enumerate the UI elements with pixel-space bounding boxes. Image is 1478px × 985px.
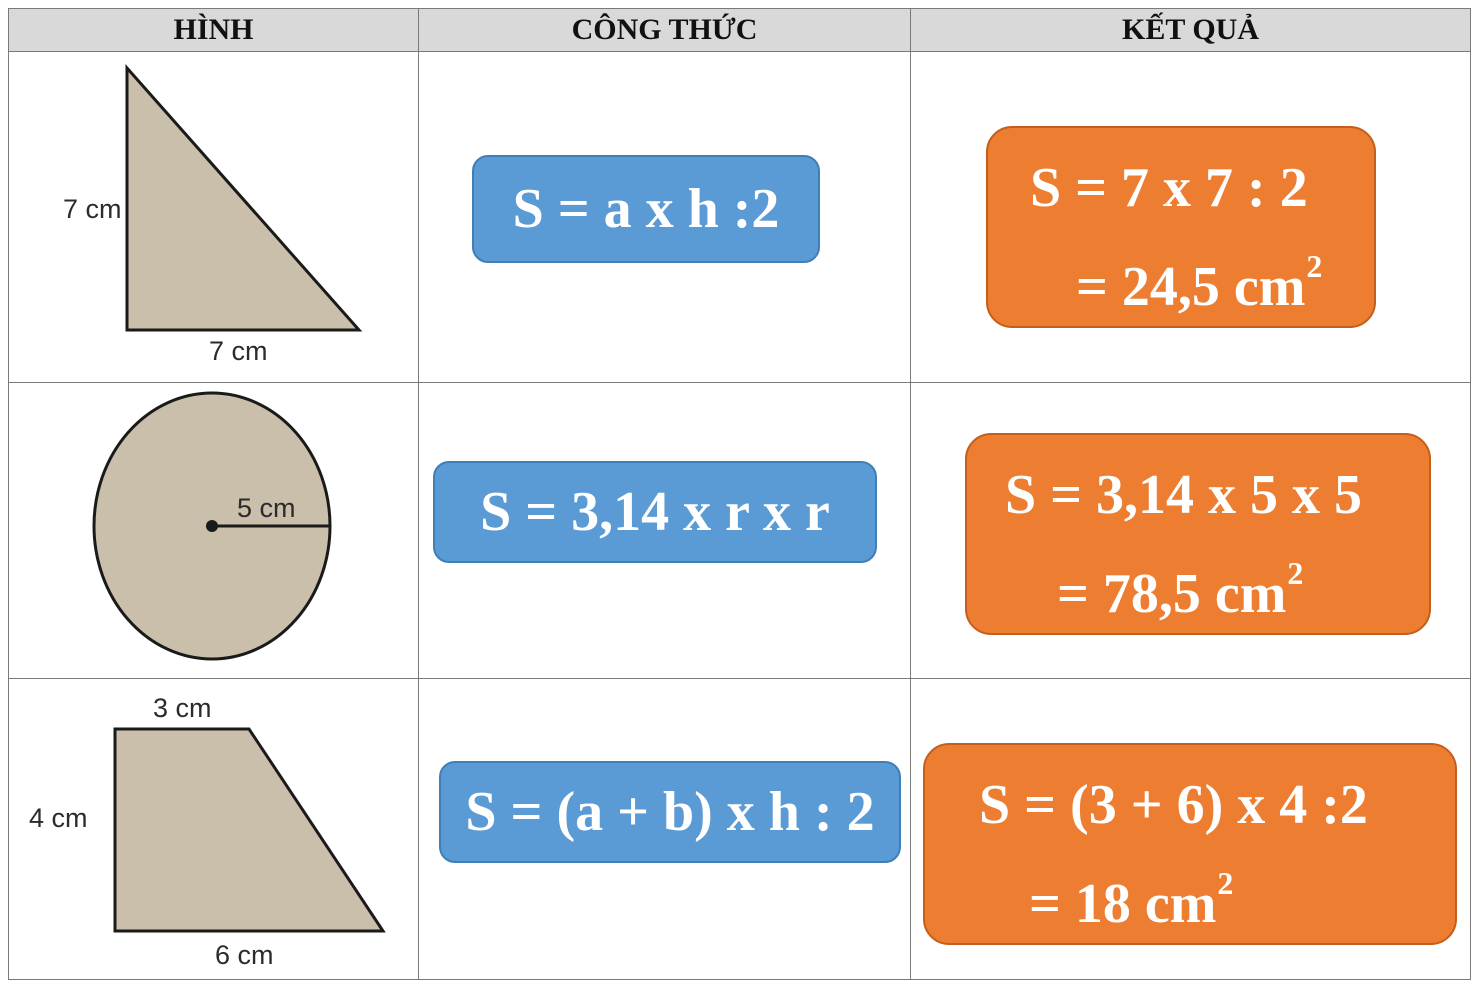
result-line-1: S = 7 x 7 : 2 (1030, 157, 1308, 219)
formula-box-trapezoid: S = (a + b) x h : 2 (439, 761, 901, 863)
trapezoid-height-label: 4 cm (29, 803, 88, 833)
result-line-1: S = 3,14 x 5 x 5 (1005, 464, 1363, 526)
result-box-circle: S = 3,14 x 5 x 5 = 78,5 cm2 (965, 433, 1431, 635)
exponent: 2 (1217, 865, 1234, 901)
header-result: KẾT QUẢ (910, 8, 1471, 52)
formula-cell-circle: S = 3,14 x r x r (418, 382, 911, 679)
formula-box-circle: S = 3,14 x r x r (433, 461, 877, 563)
header-row: HÌNH CÔNG THỨC KẾT QUẢ (8, 8, 1471, 52)
formula-box-triangle: S = a x h :2 (472, 155, 820, 263)
formula-cell-triangle: S = a x h :2 (418, 51, 911, 383)
result-line-2: = 24,5 cm2 (1076, 250, 1322, 315)
result-line-2: = 18 cm2 (1029, 867, 1233, 932)
trapezoid-shape (113, 727, 386, 933)
result-line-2: = 78,5 cm2 (1057, 557, 1303, 622)
result-cell-circle: S = 3,14 x 5 x 5 = 78,5 cm2 (910, 382, 1471, 679)
trapezoid-top-label: 3 cm (153, 693, 212, 723)
shape-cell-triangle: 7 cm 7 cm (8, 51, 419, 383)
center-dot (206, 520, 218, 532)
table-row-triangle: 7 cm 7 cm S = a x h :2 S = 7 x 7 : 2 = 2… (8, 51, 1471, 383)
radius-label: 5 cm (237, 493, 296, 523)
result-value: = 24,5 cm (1076, 256, 1306, 318)
right-triangle-figure: 7 cm 7 cm (63, 64, 363, 366)
exponent: 2 (1287, 555, 1304, 591)
triangle-base-label: 7 cm (209, 336, 268, 366)
trapezoid-figure: 3 cm 4 cm 6 cm (29, 693, 386, 970)
header-shape: HÌNH (8, 8, 419, 52)
circle-figure: 5 cm (92, 391, 332, 661)
exponent: 2 (1306, 248, 1323, 284)
triangle-shape (125, 64, 363, 332)
formula-cell-trapezoid: S = (a + b) x h : 2 (418, 678, 911, 980)
area-formula-table: HÌNH CÔNG THỨC KẾT QUẢ 7 cm 7 cm S = a x… (8, 8, 1471, 980)
result-box-triangle: S = 7 x 7 : 2 = 24,5 cm2 (986, 126, 1376, 328)
shape-cell-trapezoid: 3 cm 4 cm 6 cm (8, 678, 419, 980)
header-formula: CÔNG THỨC (418, 8, 911, 52)
shape-cell-circle: 5 cm (8, 382, 419, 679)
trapezoid-base-label: 6 cm (215, 940, 274, 970)
result-cell-trapezoid: S = (3 + 6) x 4 :2 = 18 cm2 (910, 678, 1471, 980)
result-line-1: S = (3 + 6) x 4 :2 (979, 774, 1368, 836)
result-value: = 78,5 cm (1057, 563, 1287, 625)
result-value: = 18 cm (1029, 873, 1217, 935)
table-row-trapezoid: 3 cm 4 cm 6 cm S = (a + b) x h : 2 S = (… (8, 678, 1471, 980)
triangle-height-label: 7 cm (63, 194, 122, 224)
result-box-trapezoid: S = (3 + 6) x 4 :2 = 18 cm2 (923, 743, 1457, 945)
table-row-circle: 5 cm S = 3,14 x r x r S = 3,14 x 5 x 5 =… (8, 382, 1471, 679)
result-cell-triangle: S = 7 x 7 : 2 = 24,5 cm2 (910, 51, 1471, 383)
